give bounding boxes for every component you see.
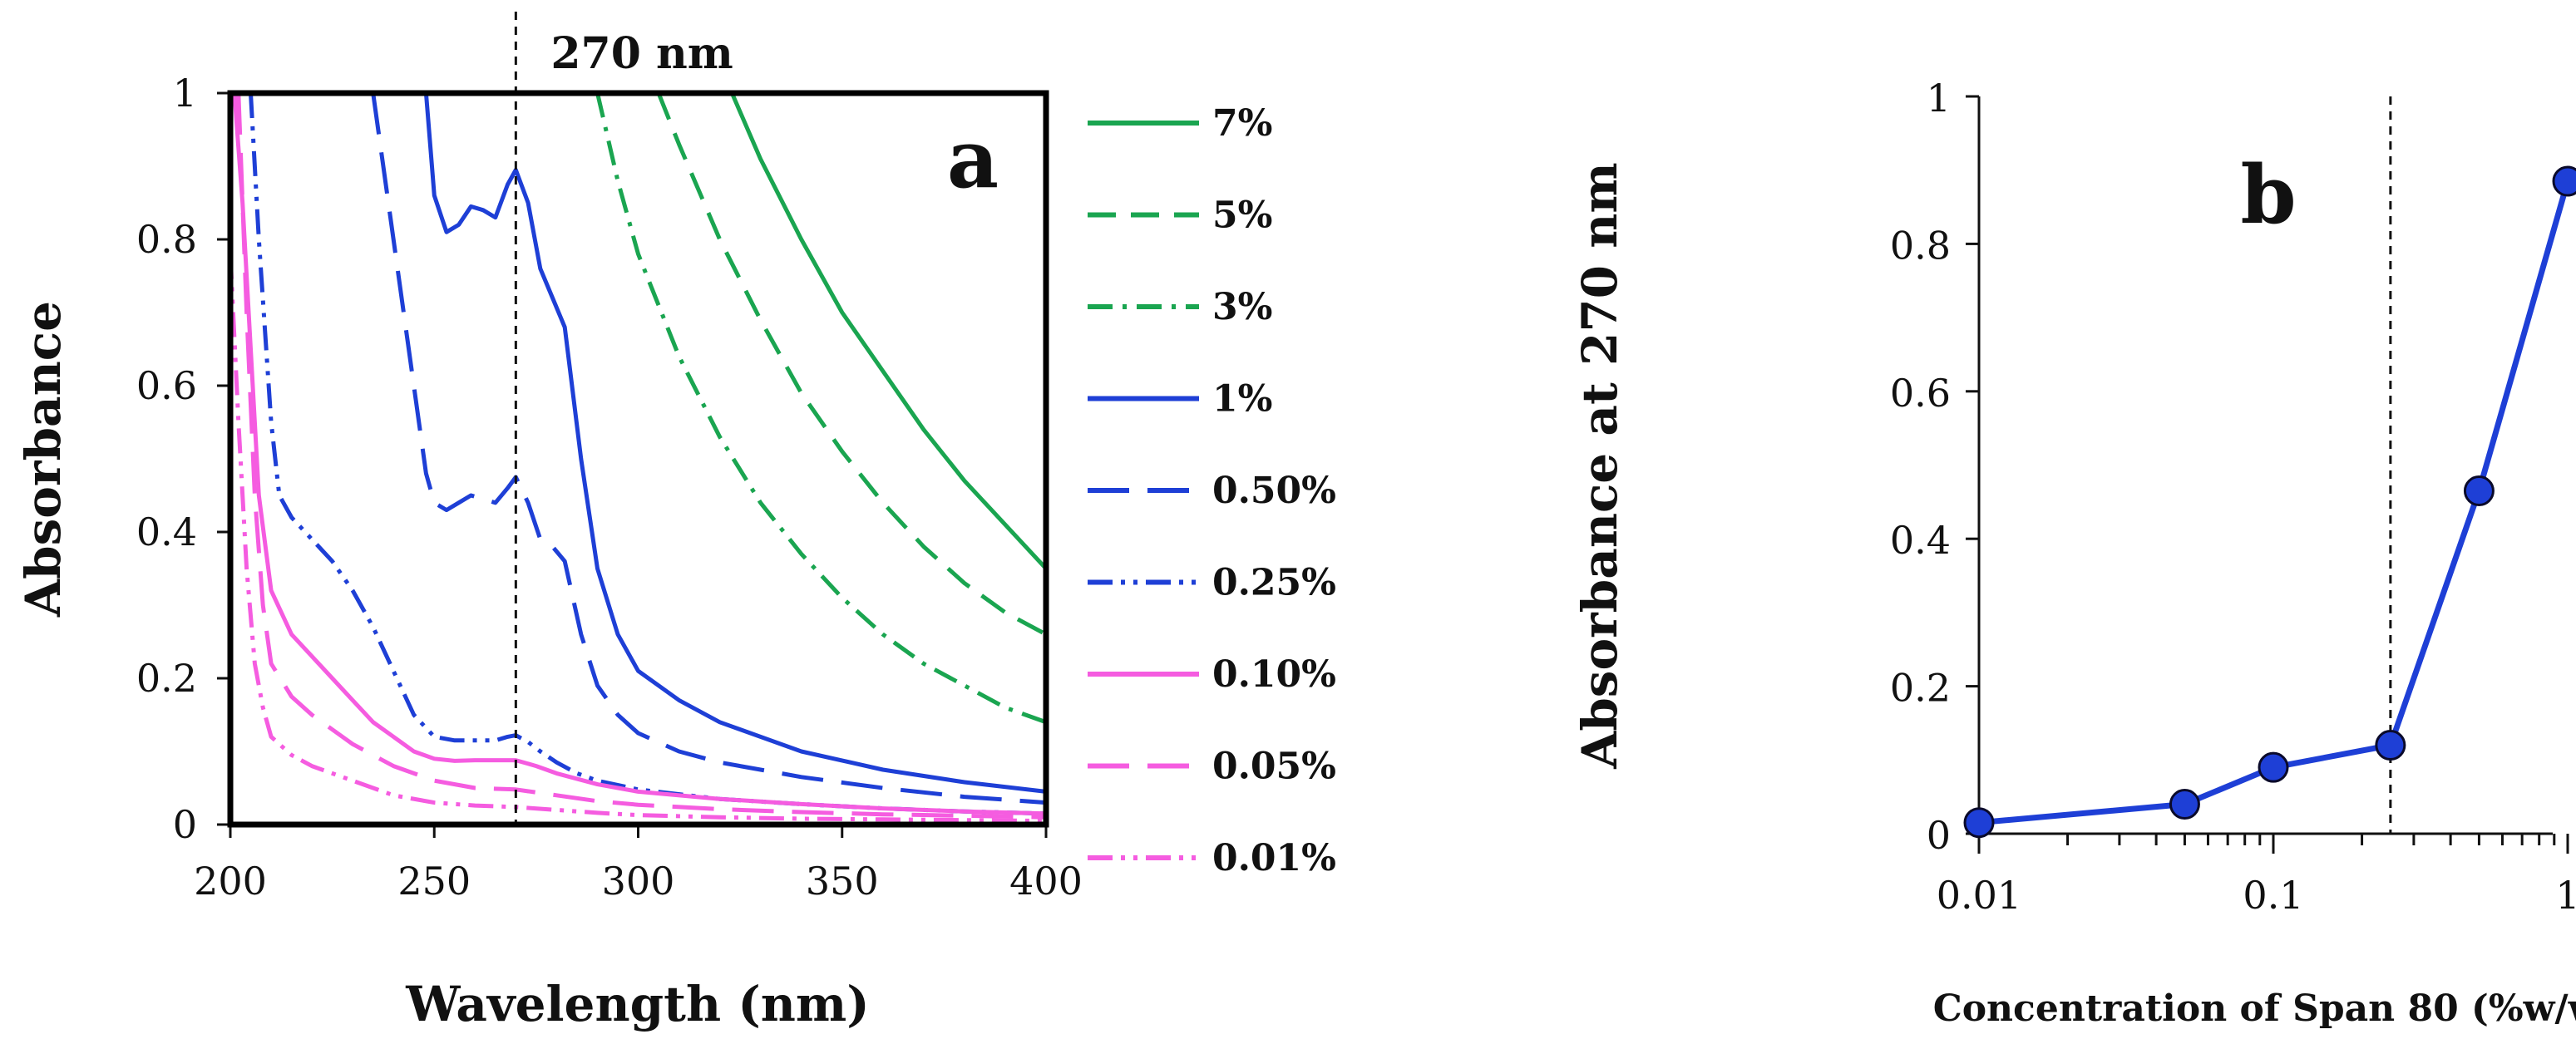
chart-b-y-tick-label: 0 (1927, 813, 1951, 858)
chart-b-data-point (2169, 789, 2200, 820)
chart-b-data-point (1963, 807, 1995, 839)
chart-a-legend-label: 0.50% (1212, 470, 1336, 512)
chart-a-ticks: 200 250 300 350 400 0 0.2 0.4 0.6 0.8 1 (136, 71, 1083, 904)
chart-b-series-line (1978, 180, 2571, 826)
chart-a-y-tick-label: 0.4 (136, 510, 197, 554)
chart-a-x-tick-label: 350 (806, 859, 879, 904)
chart-b-y-tick-label: 0.2 (1890, 666, 1951, 711)
chart-a-series-line (371, 93, 1046, 805)
chart-b-x-tick-label: 0.1 (2243, 873, 2303, 918)
chart-a-x-axis-label: Wavelength (nm) (405, 976, 870, 1032)
chart-b-data-point (2463, 475, 2495, 507)
chart-a-legend-label: 0.25% (1212, 562, 1336, 604)
chart-b-panel-label: b (2240, 148, 2296, 242)
chart-a-x-tick-label: 250 (397, 859, 471, 904)
chart-b-data-point (2375, 730, 2406, 761)
chart-a-y-axis-label: Absorbance (15, 301, 72, 618)
chart-a-plot-frame (227, 90, 1049, 828)
chart-a-series-line (232, 93, 1046, 816)
chart-a-y-tick-label: 0.2 (136, 656, 197, 701)
chart-a-legend: 7% 5% 3% 1% 0.50% 0.25% 0.10% 0.05% 0.01% (1088, 102, 1336, 879)
chart-b-data-point (2258, 751, 2289, 783)
chart-b-y-tick-label: 0.4 (1890, 518, 1951, 563)
chart-b-x-tick-label: 1 (2555, 873, 2576, 918)
chart-a-series-line (730, 93, 1046, 570)
chart-a-legend-label: 0.01% (1212, 837, 1336, 879)
chart-b-series-group (1963, 165, 2576, 839)
chart-a-series-group (230, 93, 1046, 824)
chart-a-legend-label: 5% (1212, 195, 1272, 237)
chart-b-ticks: 0.01 0.1 1 0 0.2 0.4 0.6 0.8 1 (1890, 76, 2576, 918)
chart-a-y-tick-label: 0 (173, 802, 197, 847)
chart-a-panel-label: a (947, 112, 999, 206)
chart-a-270nm-label: 270 nm (550, 28, 733, 79)
chart-a-x-tick-label: 400 (1009, 859, 1083, 904)
chart-a: 200 250 300 350 400 0 0.2 0.4 0.6 0.8 1 270 nm a W… (15, 12, 1336, 1032)
chart-a-legend-label: 1% (1212, 378, 1272, 421)
chart-a-legend-label: 0.05% (1212, 746, 1336, 788)
chart-a-y-tick-label: 1 (173, 71, 197, 116)
chart-a-x-tick-label: 200 (194, 859, 267, 904)
chart-b-x-axis-label: Concentration of Span 80 (%w/w) (1933, 987, 2576, 1030)
chart-a-y-tick-label: 0.6 (136, 363, 197, 408)
chart-a-series-line (230, 254, 1046, 824)
chart-b-y-axis-label: Absorbance at 270 nm (1572, 162, 1628, 770)
chart-a-legend-label: 0.10% (1212, 653, 1336, 696)
chart-a-x-tick-label: 300 (602, 859, 675, 904)
chart-a-legend-label: 7% (1212, 102, 1272, 145)
chart-a-series-line (249, 93, 1046, 816)
chart-b-y-tick-label: 1 (1927, 76, 1951, 121)
chart-a-legend-label: 3% (1212, 286, 1272, 328)
chart-b-data-point (2552, 165, 2576, 197)
chart-b-x-tick-label: 0.01 (1937, 873, 2021, 918)
chart-a-series-line (423, 93, 1046, 794)
chart-b-y-tick-label: 0.6 (1890, 371, 1951, 416)
chart-b: 0.01 0.1 1 0 0.2 0.4 0.6 0.8 1 b Concentration o… (1572, 76, 2576, 1030)
chart-b-y-tick-label: 0.8 (1890, 223, 1951, 268)
chart-a-y-tick-label: 0.8 (136, 217, 197, 262)
chart-a-series-line (656, 93, 1046, 637)
chart-a-series-line (595, 93, 1046, 725)
